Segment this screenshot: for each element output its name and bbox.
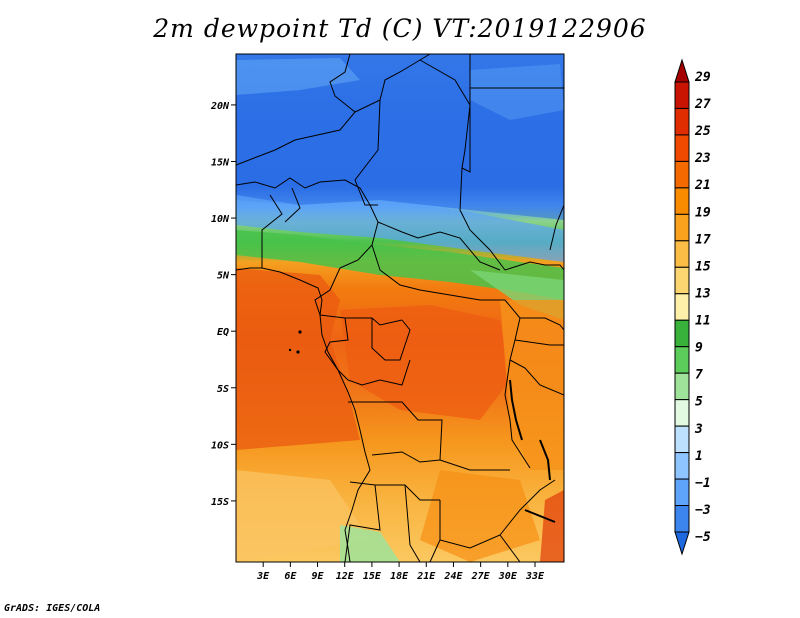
- colorbar-label: −5: [695, 530, 711, 545]
- lon-tick-label: 27E: [471, 571, 491, 582]
- lon-tick-label: 9E: [312, 571, 325, 582]
- lon-tick-label: 33E: [525, 571, 545, 582]
- lon-tick-label: 18E: [390, 571, 409, 582]
- colorbar-label: 27: [694, 97, 711, 112]
- colorbar-segment: [674, 240, 690, 268]
- colorbar-segment: [674, 319, 690, 348]
- colorbar-segment: [674, 372, 690, 401]
- colorbar-label: 7: [695, 368, 703, 383]
- lon-tick-label: 3E: [256, 571, 270, 582]
- colorbar-segment: [674, 478, 690, 507]
- colorbar-label: 15: [695, 259, 711, 274]
- colorbar-label: 5: [695, 395, 703, 410]
- colorbar-bottom-arrow: [674, 531, 690, 556]
- colorbar-segment: [674, 266, 690, 295]
- colorbar-segment: [674, 160, 690, 189]
- lat-tick-label: 5S: [217, 384, 229, 395]
- colorbar-label: 25: [694, 124, 711, 139]
- colorbar-label: 17: [695, 232, 711, 247]
- country-borders: [236, 54, 564, 562]
- colorbar-label: 9: [695, 341, 703, 356]
- lat-tick-label: 10N: [211, 214, 230, 225]
- lat-tick-label: 5N: [217, 271, 230, 282]
- colorbar-segment: [674, 213, 690, 242]
- lat-tick-label: 15S: [211, 497, 229, 508]
- colorbar-label: 11: [695, 314, 711, 329]
- colorbar-label: 3: [694, 422, 703, 437]
- longitude-axis: 3E 6E 9E 12E 15E 18E 21E 24E 27E 30E 33E: [256, 562, 545, 582]
- colorbar-segment: [674, 187, 690, 215]
- colorbar-segment: [674, 452, 690, 480]
- lon-tick-label: 15E: [363, 571, 382, 582]
- lon-tick-label: 30E: [498, 571, 518, 582]
- colorbar-segment: [674, 346, 690, 374]
- lon-tick-label: 24E: [443, 571, 463, 582]
- colorbar-segment: [674, 425, 690, 454]
- lat-tick-label: 10S: [211, 440, 229, 451]
- colorbar-segment: [674, 293, 690, 321]
- colorbar-top-arrow: [674, 58, 690, 83]
- colorbar-segment: [674, 81, 690, 109]
- lon-tick-label: 6E: [284, 571, 297, 582]
- colorbar-label: 19: [695, 205, 711, 220]
- credit-text: GrADS: IGES/COLA: [4, 603, 101, 614]
- colorbar: 29 27 25 23 21 19 17 15 13 11 9 7 5 3 1 −1 −3 −5: [674, 58, 711, 556]
- colorbar-label: 13: [695, 286, 711, 301]
- colorbar-segment: [674, 134, 690, 162]
- lat-tick-label: 15N: [211, 157, 230, 168]
- lon-tick-label: 21E: [416, 571, 436, 582]
- lat-tick-label: 20N: [210, 101, 230, 112]
- colorbar-segment: [674, 107, 690, 136]
- map-title: 2m dewpoint Td (C) VT:2019122906: [153, 14, 647, 43]
- colorbar-label: −3: [695, 503, 711, 518]
- latitude-axis: 20N 15N 10N 5N EQ 5S 10S 15S: [210, 101, 236, 508]
- colorbar-label: 29: [694, 70, 711, 85]
- colorbar-segment: [674, 399, 690, 427]
- colorbar-segment: [674, 505, 690, 533]
- map-frame: [235, 53, 565, 563]
- colorbar-label: 23: [694, 151, 711, 166]
- islands: [288, 330, 302, 354]
- lon-tick-label: 12E: [336, 571, 355, 582]
- colorbar-label: −1: [695, 476, 711, 491]
- lat-tick-label: EQ: [217, 327, 229, 338]
- colorbar-label: 21: [694, 178, 711, 193]
- dewpoint-field: [236, 54, 564, 562]
- colorbar-label: 1: [695, 449, 703, 464]
